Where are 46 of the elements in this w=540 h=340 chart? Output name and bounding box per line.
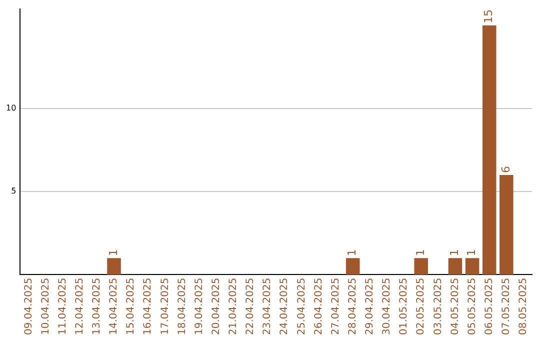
bar bbox=[448, 258, 462, 275]
bar bbox=[482, 25, 496, 275]
data-label: 1 bbox=[448, 249, 462, 256]
x-tick-label: 24.04.2025 bbox=[279, 278, 290, 336]
x-tick-label: 12.04.2025 bbox=[74, 278, 86, 336]
x-tick-label: 28.04.2025 bbox=[347, 278, 358, 336]
x-tick-label: 11.04.2025 bbox=[57, 278, 68, 336]
bar bbox=[465, 258, 480, 275]
data-label: 1 bbox=[346, 249, 359, 256]
x-tick-label: 27.04.2025 bbox=[330, 278, 342, 336]
data-label: 1 bbox=[106, 249, 120, 256]
x-tick-label: 03.05.2025 bbox=[432, 278, 444, 336]
x-tick-label: 18.04.2025 bbox=[176, 278, 188, 336]
bar bbox=[414, 258, 428, 275]
x-tick-label: 17.04.2025 bbox=[160, 278, 171, 336]
y-tick-label: 5 bbox=[11, 186, 16, 196]
x-tick-label: 14.04.2025 bbox=[108, 278, 120, 336]
x-tick-label: 26.04.2025 bbox=[313, 278, 324, 336]
x-tick-label: 01.05.2025 bbox=[398, 278, 410, 336]
x-tick-label: 07.05.2025 bbox=[501, 278, 512, 336]
x-tick-label: 06.05.2025 bbox=[484, 278, 495, 336]
x-tick-label: 29.04.2025 bbox=[364, 278, 376, 336]
x-tick-label: 15.04.2025 bbox=[126, 278, 137, 336]
x-tick-label: 23.04.2025 bbox=[262, 278, 274, 336]
x-tick-label: 21.04.2025 bbox=[228, 278, 240, 336]
data-label: 1 bbox=[465, 249, 478, 256]
x-tick-label: 08.05.2025 bbox=[518, 278, 530, 336]
bar bbox=[107, 258, 121, 275]
x-tick-label: 30.04.2025 bbox=[382, 278, 393, 336]
x-tick-label: 19.04.2025 bbox=[194, 278, 205, 336]
y-tick-label: 10 bbox=[6, 104, 16, 113]
bar bbox=[346, 258, 360, 275]
x-tick-label: 02.05.2025 bbox=[416, 278, 427, 336]
bar bbox=[500, 175, 514, 275]
x-tick-label: 13.04.2025 bbox=[92, 278, 103, 336]
x-tick-label: 25.04.2025 bbox=[296, 278, 308, 336]
x-tick-label: 20.04.2025 bbox=[210, 278, 222, 336]
x-tick-label: 05.05.2025 bbox=[466, 278, 478, 336]
data-label: 15 bbox=[482, 9, 496, 24]
x-tick-label: 22.04.2025 bbox=[245, 278, 256, 336]
data-label: 6 bbox=[499, 166, 512, 174]
x-tick-label: 04.05.2025 bbox=[450, 278, 461, 336]
x-tick-label: 09.04.2025 bbox=[23, 278, 34, 336]
x-tick-label: 10.04.2025 bbox=[40, 278, 52, 336]
data-label: 1 bbox=[414, 249, 427, 256]
x-tick-label: 16.04.2025 bbox=[142, 278, 154, 336]
